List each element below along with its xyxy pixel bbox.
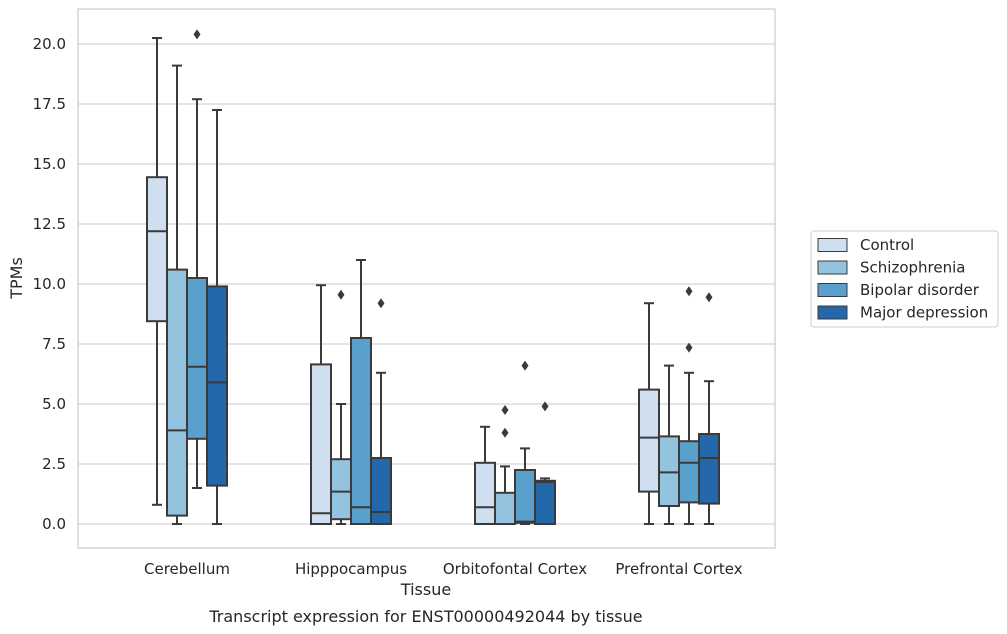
iqr-box bbox=[310, 363, 332, 525]
legend-label: Control bbox=[860, 236, 914, 254]
legend-label: Schizophrenia bbox=[860, 259, 965, 277]
y-tick-label: 15.0 bbox=[33, 155, 66, 173]
box-schizophrenia bbox=[166, 64, 188, 525]
box-bipolar-disorder bbox=[514, 360, 536, 525]
iqr-box bbox=[350, 337, 372, 525]
legend: Control Schizophrenia Bipolar disorder Majo… bbox=[810, 230, 999, 328]
outlier-point bbox=[501, 405, 509, 415]
iqr-box bbox=[166, 268, 188, 517]
iqr-box bbox=[474, 461, 496, 525]
box-control bbox=[638, 302, 660, 525]
box-bipolar-disorder bbox=[186, 29, 208, 489]
box-control bbox=[474, 425, 496, 525]
legend-swatch bbox=[817, 238, 848, 252]
x-tick-label: Orbitofontal Cortex bbox=[443, 560, 587, 578]
y-axis-title: TPMs bbox=[7, 257, 26, 300]
legend-label: Bipolar disorder bbox=[860, 281, 980, 299]
iqr-box bbox=[370, 457, 392, 525]
outlier-point bbox=[377, 298, 385, 309]
outlier-point bbox=[705, 292, 713, 303]
iqr-box bbox=[146, 176, 168, 323]
y-tick-label: 7.5 bbox=[42, 335, 66, 353]
box-major-depression bbox=[370, 298, 392, 525]
plot-frame bbox=[77, 8, 776, 549]
outlier-point bbox=[501, 427, 509, 438]
outlier-point bbox=[685, 342, 693, 353]
x-tick-label: Cerebellum bbox=[144, 560, 230, 578]
y-tick-label: 10.0 bbox=[33, 275, 66, 293]
iqr-box bbox=[698, 433, 720, 505]
y-tick-label: 5.0 bbox=[42, 395, 66, 413]
x-tick-label: Prefrontal Cortex bbox=[615, 560, 742, 578]
box-bipolar-disorder bbox=[350, 259, 372, 525]
box-major-depression bbox=[698, 292, 720, 525]
iqr-box bbox=[658, 435, 680, 507]
box-control bbox=[310, 284, 332, 525]
legend-swatch bbox=[817, 260, 848, 275]
outlier-point bbox=[541, 401, 549, 412]
iqr-box bbox=[330, 458, 352, 521]
iqr-box bbox=[494, 491, 516, 525]
box-major-depression bbox=[206, 109, 228, 525]
box-schizophrenia bbox=[658, 364, 680, 525]
iqr-box bbox=[678, 440, 700, 504]
y-tick-label: 17.5 bbox=[33, 95, 66, 113]
x-tick-label: Hipppocampus bbox=[295, 560, 407, 578]
y-tick-labels: 0.0 2.5 5.0 7.5 10.0 12.5 15.0 17.5 20.0 bbox=[33, 35, 66, 533]
box-bipolar-disorder bbox=[678, 286, 700, 525]
y-tick-label: 0.0 bbox=[42, 515, 66, 533]
outlier-point bbox=[685, 286, 693, 297]
chart-caption: Transcript expression for ENST0000049204… bbox=[208, 607, 642, 626]
y-tick-label: 20.0 bbox=[33, 35, 66, 53]
x-tick-labels: Cerebellum Hipppocampus Orbitofontal Corte… bbox=[144, 560, 743, 578]
iqr-box bbox=[534, 479, 556, 525]
outlier-point bbox=[193, 29, 201, 40]
iqr-box bbox=[514, 469, 536, 524]
outlier-point bbox=[521, 360, 529, 371]
box-major-depression bbox=[534, 401, 556, 525]
box-control bbox=[146, 37, 168, 506]
y-tick-label: 12.5 bbox=[33, 215, 66, 233]
boxes bbox=[146, 29, 720, 525]
legend-swatch bbox=[817, 283, 848, 297]
legend-label: Major depression bbox=[860, 304, 988, 322]
iqr-box bbox=[186, 277, 208, 440]
iqr-box bbox=[206, 285, 228, 487]
legend-swatch bbox=[817, 305, 848, 320]
x-axis-title: Tissue bbox=[400, 580, 451, 599]
outlier-point bbox=[337, 289, 345, 300]
y-tick-label: 2.5 bbox=[42, 455, 66, 473]
iqr-box bbox=[638, 388, 660, 493]
box-schizophrenia bbox=[330, 289, 352, 525]
legend-frame bbox=[810, 230, 999, 328]
